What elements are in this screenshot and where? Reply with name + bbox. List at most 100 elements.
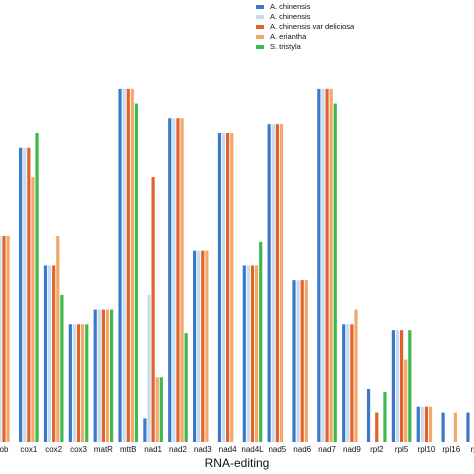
bars-group xyxy=(0,88,470,443)
bar xyxy=(52,265,56,442)
bar xyxy=(383,391,387,442)
bar xyxy=(424,406,429,442)
bar xyxy=(155,377,159,442)
bar xyxy=(300,280,304,442)
legend-label: A. chinensis var deliciosa xyxy=(270,22,355,31)
bar xyxy=(180,118,184,442)
bar xyxy=(329,88,333,443)
bar xyxy=(27,147,31,442)
bar xyxy=(391,330,395,442)
legend-item: A. chinensis var deliciosa xyxy=(256,22,354,32)
x-tick-label: cox2 xyxy=(45,445,62,454)
bar xyxy=(147,294,151,442)
bar xyxy=(246,265,250,442)
bar xyxy=(304,280,308,442)
bar xyxy=(400,330,404,442)
bar xyxy=(143,418,147,442)
bar xyxy=(321,88,325,443)
bar xyxy=(441,412,445,442)
legend-item: S. tristyla xyxy=(256,42,354,52)
x-tick-label: nad9 xyxy=(343,445,361,454)
bar xyxy=(193,250,197,442)
bar xyxy=(205,250,209,442)
bar xyxy=(325,88,329,443)
bar xyxy=(48,265,52,442)
bar xyxy=(342,324,346,442)
bar xyxy=(242,265,246,442)
x-tick-label: cox1 xyxy=(20,445,37,454)
x-tick-label: nad5 xyxy=(268,445,286,454)
legend-swatch xyxy=(256,25,264,29)
bar xyxy=(130,88,134,443)
bar xyxy=(221,133,226,442)
x-tick-label: ob xyxy=(0,445,9,454)
x-tick-label: nad2 xyxy=(169,445,187,454)
legend-item: A. eriantha xyxy=(256,32,354,42)
bar xyxy=(255,265,259,442)
bar xyxy=(101,309,105,442)
x-tick-label: mttB xyxy=(120,445,136,454)
legend: A. chinensis A. chinensis A. chinensis v… xyxy=(256,2,354,52)
bar xyxy=(375,412,379,442)
bar xyxy=(126,88,130,443)
legend-label: S. tristyla xyxy=(270,42,301,51)
bar xyxy=(97,309,101,442)
bar xyxy=(6,236,10,442)
bar xyxy=(0,236,2,442)
bar xyxy=(466,412,470,442)
bar xyxy=(31,177,35,442)
x-tick-label: rps xyxy=(471,445,474,454)
x-tick-label: rpl16 xyxy=(442,445,460,454)
bar xyxy=(72,324,77,442)
bar xyxy=(275,124,279,443)
legend-swatch xyxy=(256,35,264,39)
legend-label: A. chinensis xyxy=(270,12,311,21)
x-tick-label: nad4 xyxy=(219,445,237,454)
legend-label: A. chinensis xyxy=(270,2,311,11)
bar xyxy=(226,133,230,442)
bar xyxy=(267,124,271,443)
bar xyxy=(250,265,255,442)
bar xyxy=(43,265,48,442)
x-tick-label: rpl10 xyxy=(418,445,436,454)
bar xyxy=(134,103,139,442)
bar xyxy=(354,309,358,442)
bar xyxy=(2,236,6,442)
bar xyxy=(151,177,155,442)
bar xyxy=(19,147,23,442)
legend-item: A. chinensis xyxy=(256,2,354,12)
legend-swatch xyxy=(256,15,264,19)
x-tick-label: nad7 xyxy=(318,445,336,454)
bar xyxy=(271,124,275,443)
bar xyxy=(118,88,122,443)
bar xyxy=(172,118,176,442)
bar xyxy=(197,250,201,442)
bar xyxy=(230,133,234,442)
bar xyxy=(428,406,433,442)
legend-label: A. eriantha xyxy=(270,32,307,41)
x-axis-label: RNA-editing xyxy=(204,456,270,470)
bar xyxy=(176,118,180,442)
bar xyxy=(404,359,408,442)
x-tick-label: matR xyxy=(94,445,113,454)
bar xyxy=(350,324,354,442)
bar xyxy=(60,294,64,442)
x-tick-labels: ob cox1 cox2 cox3 matR mttB nad1 nad2 nad3 nad4 na… xyxy=(0,445,474,454)
x-tick-label: nad4L xyxy=(241,445,264,454)
bar xyxy=(395,330,400,442)
bar xyxy=(279,124,284,443)
bar xyxy=(420,406,424,442)
bar xyxy=(346,324,350,442)
bar xyxy=(35,133,39,442)
x-tick-label: nad1 xyxy=(144,445,162,454)
bar xyxy=(296,280,300,442)
bar xyxy=(333,103,337,442)
bar xyxy=(81,324,85,442)
bar xyxy=(23,147,27,442)
bar xyxy=(93,309,97,442)
bar xyxy=(453,412,457,442)
bar xyxy=(105,309,110,442)
x-tick-label: nad6 xyxy=(293,445,311,454)
